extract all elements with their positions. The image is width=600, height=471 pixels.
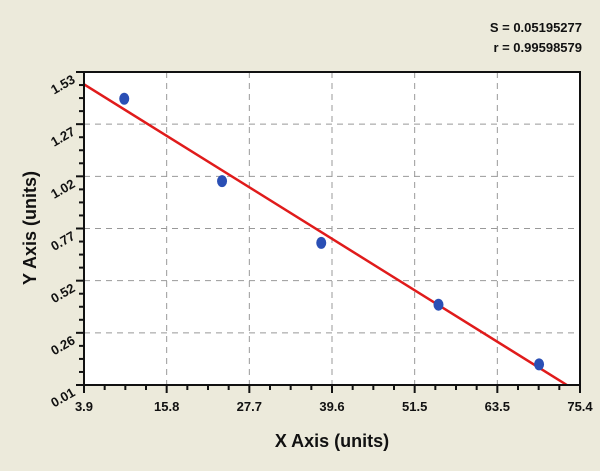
fit-line-group: [83, 83, 568, 387]
x-axis-title: X Axis (units): [275, 431, 389, 451]
s-value: S = 0.05195277: [489, 20, 582, 35]
y-tick-label: 1.53: [48, 72, 77, 98]
x-tick-label: 75.4: [567, 399, 593, 414]
y-tick-label: 0.52: [48, 280, 77, 306]
data-point: [217, 175, 228, 188]
y-tick-label: 1.27: [48, 124, 77, 150]
grid: [84, 72, 580, 385]
y-tick-label: 0.77: [48, 228, 77, 254]
data-point: [119, 92, 130, 105]
y-tick-label: 1.02: [48, 176, 77, 202]
x-tick-label: 51.5: [402, 399, 427, 414]
data-point: [534, 358, 545, 371]
y-tick-label: 0.01: [48, 385, 77, 411]
fit-statistics: S = 0.05195277 r = 0.99598579: [490, 18, 582, 58]
x-tick-label: 39.6: [319, 399, 344, 414]
data-point: [316, 236, 327, 249]
x-tick-label: 63.5: [485, 399, 510, 414]
x-tick-label: 3.9: [75, 399, 93, 414]
x-tick-label: 15.8: [154, 399, 179, 414]
data-point: [433, 298, 444, 311]
y-axis-title: Y Axis (units): [20, 171, 40, 285]
data-points: [119, 92, 545, 371]
r-value: r = 0.99598579: [493, 40, 582, 55]
x-tick-label: 27.7: [237, 399, 262, 414]
y-tick-label: 0.26: [48, 332, 77, 358]
fit-line: [83, 83, 568, 387]
